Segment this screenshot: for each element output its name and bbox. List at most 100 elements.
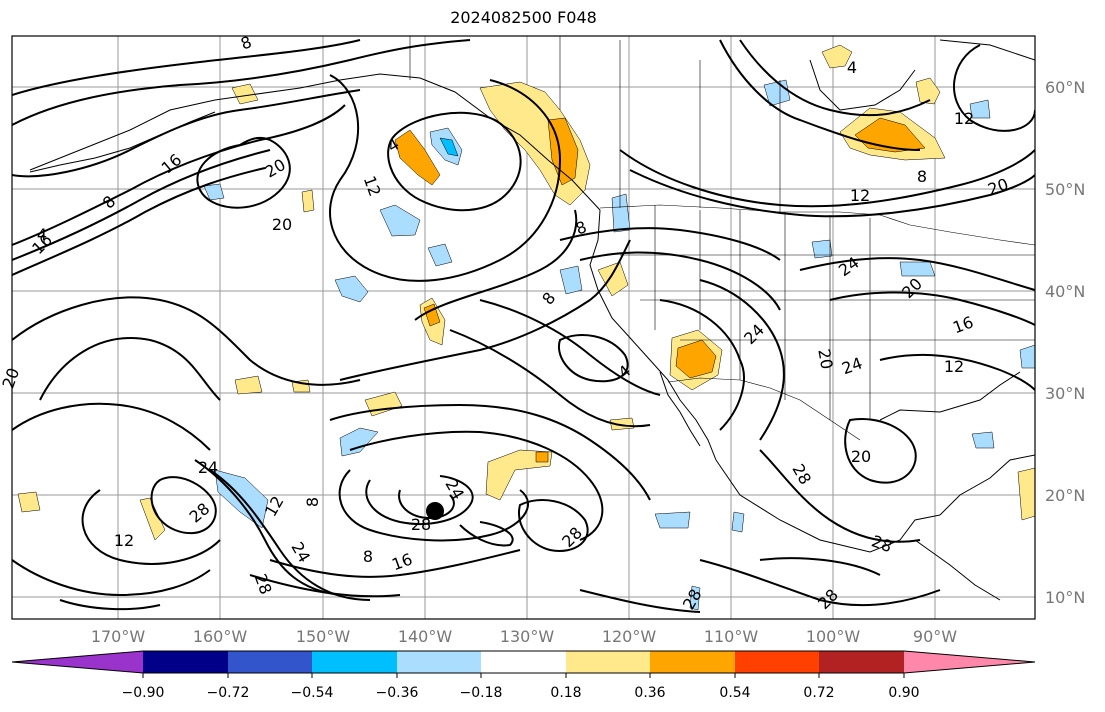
latitude-labels: 60°N 50°N 40°N 30°N 20°N 10°N xyxy=(1045,78,1085,607)
contour-line xyxy=(659,299,745,431)
contour-label: 28 xyxy=(788,461,815,488)
shade-positive-patch xyxy=(597,261,629,297)
shade-positive-patch xyxy=(17,491,41,513)
colorbar-tick-label: −0.54 xyxy=(291,685,334,701)
longitude-label: 90°W xyxy=(913,627,957,646)
contour-label: 20 xyxy=(898,274,926,302)
gulf-coast xyxy=(879,371,1021,421)
latitude-label: 50°N xyxy=(1045,180,1085,199)
shade-positive-patch xyxy=(364,391,403,417)
contour-line xyxy=(196,136,291,209)
colorbar-segment xyxy=(312,651,397,673)
colorbar-segment xyxy=(143,651,228,673)
shade-negative-patch xyxy=(811,239,833,259)
contour-line xyxy=(699,559,941,607)
shade-negative-patch xyxy=(427,243,453,267)
shade-positive-patch xyxy=(234,375,263,395)
shade-positive-patch xyxy=(139,497,166,541)
colorbar-segment xyxy=(228,651,312,673)
contour-line xyxy=(629,169,1035,218)
contour-label: 20 xyxy=(262,155,289,182)
colorbar-tick-label: 0.18 xyxy=(550,685,581,701)
contour-label: 28 xyxy=(411,515,431,534)
shade-positive-patch xyxy=(821,44,853,69)
shade-negative-patch xyxy=(379,204,421,237)
us-west-coast xyxy=(589,209,717,461)
shade-positive-patch xyxy=(231,83,259,105)
contour-label: 20 xyxy=(0,365,23,391)
shade-positive-patch xyxy=(609,417,635,431)
contour-label: 24 xyxy=(835,253,863,280)
shade-negative-patch xyxy=(971,431,995,449)
shade-positive-patch xyxy=(915,77,941,105)
colorbar-tick-label: −0.90 xyxy=(122,685,165,701)
contour-layer xyxy=(12,39,1035,613)
contour-line xyxy=(759,557,881,576)
contour-line xyxy=(759,449,921,543)
longitude-label: 140°W xyxy=(398,627,453,646)
baja-coast xyxy=(659,371,701,447)
colorbar xyxy=(11,650,1036,674)
shade-negative-patch xyxy=(611,193,631,233)
contour-line xyxy=(349,430,604,541)
contour-label: 12 xyxy=(360,173,385,199)
colorbar-tick-label: −0.36 xyxy=(376,685,419,701)
colorbar-segment xyxy=(397,651,481,673)
contour-label: 12 xyxy=(944,357,964,376)
shade-strong-patch xyxy=(423,303,441,327)
contour-line xyxy=(12,296,361,386)
contour-line xyxy=(844,418,917,484)
contour-label: 12 xyxy=(114,531,134,550)
contour-line xyxy=(699,279,785,441)
yucatan-coast xyxy=(939,454,1035,516)
contour-label: 24 xyxy=(839,353,865,378)
shade-positive-patch xyxy=(485,449,553,501)
contour-line xyxy=(739,39,931,117)
contour-label: 24 xyxy=(740,320,768,348)
shade-negative-patch xyxy=(899,261,936,277)
contour-line xyxy=(329,74,562,282)
shade-strong-neg-patch xyxy=(439,137,459,157)
contour-line xyxy=(518,499,589,552)
contour-label: 16 xyxy=(389,549,415,574)
contour-line xyxy=(39,337,221,401)
contour-label: 24 xyxy=(287,539,314,566)
latitude-label: 40°N xyxy=(1045,282,1085,301)
shade-negative-patch xyxy=(339,427,379,457)
shade-positive-patch xyxy=(394,129,441,186)
contour-line xyxy=(449,329,651,428)
contour-line xyxy=(329,403,651,501)
contour-line xyxy=(59,599,161,611)
contour-line xyxy=(479,299,661,396)
contour-label: 12 xyxy=(850,186,870,205)
shade-negative-patch xyxy=(559,265,583,295)
longitude-label: 100°W xyxy=(806,627,861,646)
contour-line xyxy=(269,549,521,578)
shade-negative-patch xyxy=(1019,344,1035,369)
contour-line xyxy=(12,149,271,261)
colorbar-tick-label: −0.18 xyxy=(460,685,503,701)
storm-center-marker xyxy=(426,502,444,520)
contour-label: 28 xyxy=(869,531,895,556)
contour-line xyxy=(12,39,471,126)
contour-label: 12 xyxy=(954,109,974,128)
contour-line xyxy=(799,257,1035,291)
contour-line xyxy=(209,469,371,601)
colorbar-segment xyxy=(481,651,566,673)
contour-line xyxy=(12,402,211,451)
contour-line xyxy=(953,44,1035,132)
contour-label: 28 xyxy=(679,586,706,613)
longitude-label: 130°W xyxy=(500,627,555,646)
us-canada-border xyxy=(599,204,1035,246)
colorbar-tick-label: 0.90 xyxy=(888,685,919,701)
shade-negative-patch xyxy=(731,511,745,533)
colorbar-tick-label: −0.72 xyxy=(207,685,250,701)
colorbar-segment xyxy=(650,651,735,673)
shade-negative-patch xyxy=(654,511,691,529)
contour-line xyxy=(12,89,361,178)
contour-label: 24 xyxy=(198,458,218,477)
contour-label: 28 xyxy=(558,523,586,551)
contour-line xyxy=(194,459,341,596)
map-title: 2024082500 F048 xyxy=(450,8,597,27)
